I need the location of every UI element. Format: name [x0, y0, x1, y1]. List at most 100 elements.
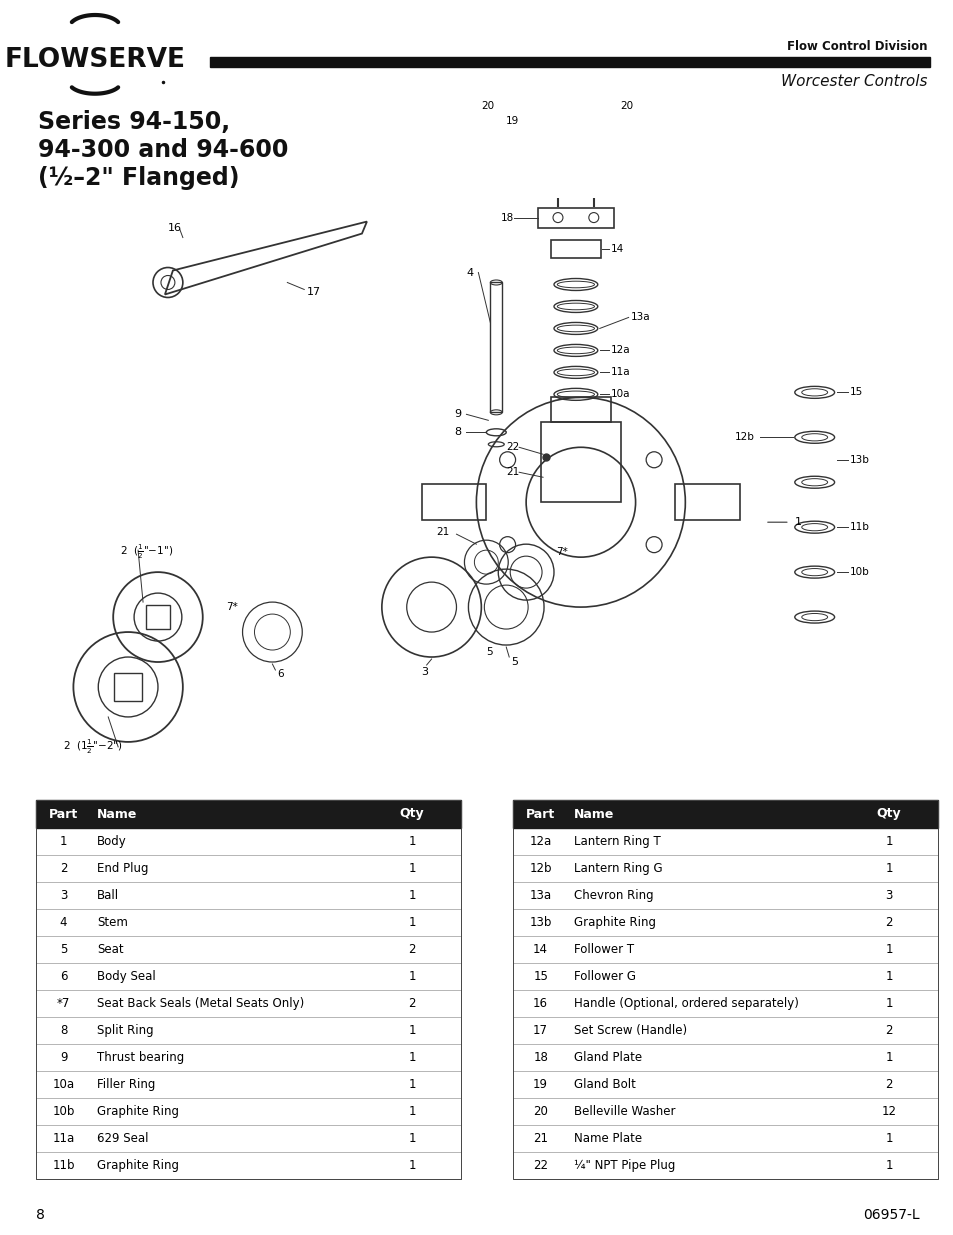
Text: Filler Ring: Filler Ring [97, 1078, 155, 1091]
Text: 3: 3 [884, 889, 892, 902]
Text: 2: 2 [60, 862, 68, 876]
Text: 14: 14 [610, 243, 623, 253]
Text: Gland Plate: Gland Plate [574, 1051, 641, 1065]
Text: Follower G: Follower G [574, 969, 636, 983]
Text: Graphite Ring: Graphite Ring [97, 1105, 179, 1118]
Text: 1: 1 [884, 1132, 892, 1145]
Bar [589, 117, 598, 126]
Text: Part: Part [49, 808, 78, 820]
Text: 7*: 7* [556, 547, 567, 557]
Bar [513, 800, 937, 1179]
Text: 1: 1 [884, 1158, 892, 1172]
Text: Name: Name [574, 808, 614, 820]
Text: 20: 20 [481, 101, 494, 111]
Text: Graphite Ring: Graphite Ring [574, 916, 656, 929]
Text: Part: Part [525, 808, 555, 820]
Text: 5: 5 [60, 944, 68, 956]
Text: 9: 9 [60, 1051, 68, 1065]
Text: 12: 12 [881, 1105, 896, 1118]
Text: 2: 2 [408, 997, 416, 1010]
Text: Chevron Ring: Chevron Ring [574, 889, 653, 902]
Text: 16: 16 [533, 997, 548, 1010]
Text: 12a: 12a [610, 346, 630, 356]
Text: 21: 21 [533, 1132, 548, 1145]
Text: 1: 1 [884, 1051, 892, 1065]
Bar [36, 800, 460, 1179]
Text: 1: 1 [408, 1051, 416, 1065]
Text: 11b: 11b [848, 522, 868, 532]
Text: 20: 20 [620, 101, 633, 111]
Text: Graphite Ring: Graphite Ring [97, 1158, 179, 1172]
Text: Qty: Qty [399, 808, 424, 820]
Text: 13b: 13b [848, 454, 868, 464]
Text: ¼" NPT Pipe Plug: ¼" NPT Pipe Plug [574, 1158, 675, 1172]
Text: Belleville Washer: Belleville Washer [574, 1105, 675, 1118]
Text: FLOWSERVE: FLOWSERVE [5, 47, 185, 73]
Text: 7*: 7* [226, 603, 237, 613]
Text: 1: 1 [884, 835, 892, 848]
Text: 22: 22 [533, 1158, 548, 1172]
Text: 2: 2 [408, 944, 416, 956]
Text: 8: 8 [60, 1024, 68, 1037]
Text: Thrust bearing: Thrust bearing [97, 1051, 184, 1065]
Text: 1: 1 [408, 1132, 416, 1145]
Text: Ball: Ball [97, 889, 119, 902]
Text: Lantern Ring T: Lantern Ring T [574, 835, 660, 848]
Text: 13b: 13b [529, 916, 551, 929]
Text: Qty: Qty [876, 808, 901, 820]
Text: 06957-L: 06957-L [862, 1208, 919, 1221]
Text: Name: Name [97, 808, 137, 820]
Text: 14: 14 [533, 944, 548, 956]
Text: 1: 1 [408, 889, 416, 902]
Text: Lantern Ring G: Lantern Ring G [574, 862, 662, 876]
Text: Gland Bolt: Gland Bolt [574, 1078, 636, 1091]
Text: Stem: Stem [97, 916, 128, 929]
Text: 18: 18 [533, 1051, 547, 1065]
Text: 13a: 13a [529, 889, 551, 902]
Text: 629 Seal: 629 Seal [97, 1132, 149, 1145]
Text: 2  ($\frac{1}{2}$"$-$1"): 2 ($\frac{1}{2}$"$-$1") [120, 543, 173, 562]
Text: 9: 9 [454, 409, 461, 420]
Bar [540, 422, 620, 503]
Text: (½–2" Flanged): (½–2" Flanged) [38, 165, 239, 190]
Text: 18: 18 [500, 212, 514, 222]
Text: 1: 1 [884, 944, 892, 956]
Text: 1: 1 [408, 1105, 416, 1118]
Text: 6: 6 [60, 969, 68, 983]
Text: 1: 1 [408, 1158, 416, 1172]
Text: 21: 21 [506, 467, 519, 477]
Text: Seat: Seat [97, 944, 124, 956]
Text: 2: 2 [884, 916, 892, 929]
Text: 4: 4 [466, 268, 473, 278]
Text: 11a: 11a [610, 367, 630, 378]
Text: Worcester Controls: Worcester Controls [781, 74, 927, 89]
Bar [490, 283, 501, 412]
Text: Series 94-150,: Series 94-150, [38, 110, 230, 135]
Text: Handle (Optional, ordered separately): Handle (Optional, ordered separately) [574, 997, 799, 1010]
Text: Set Screw (Handle): Set Screw (Handle) [574, 1024, 687, 1037]
Text: 17: 17 [533, 1024, 548, 1037]
Text: 11a: 11a [52, 1132, 74, 1145]
Text: End Plug: End Plug [97, 862, 149, 876]
Text: 5: 5 [486, 647, 493, 657]
Text: *7: *7 [57, 997, 71, 1010]
Text: 1: 1 [60, 835, 68, 848]
Text: 1: 1 [408, 862, 416, 876]
Bar [36, 800, 460, 827]
Text: 10a: 10a [52, 1078, 74, 1091]
Bar [146, 605, 170, 629]
Text: Body Seal: Body Seal [97, 969, 156, 983]
Text: Seat Back Seals (Metal Seats Only): Seat Back Seals (Metal Seats Only) [97, 997, 304, 1010]
Bar [551, 398, 610, 422]
Text: 3: 3 [60, 889, 68, 902]
Bar [114, 673, 142, 701]
Text: 19: 19 [506, 116, 519, 126]
Text: Follower T: Follower T [574, 944, 634, 956]
Text: 3: 3 [421, 667, 428, 677]
Bar [675, 484, 740, 520]
Text: 10b: 10b [52, 1105, 74, 1118]
Text: 10a: 10a [610, 389, 630, 399]
Text: 2: 2 [884, 1024, 892, 1037]
Text: 2  (1$\frac{1}{2}$"$-$2"): 2 (1$\frac{1}{2}$"$-$2") [64, 737, 123, 756]
Text: 19: 19 [533, 1078, 548, 1091]
